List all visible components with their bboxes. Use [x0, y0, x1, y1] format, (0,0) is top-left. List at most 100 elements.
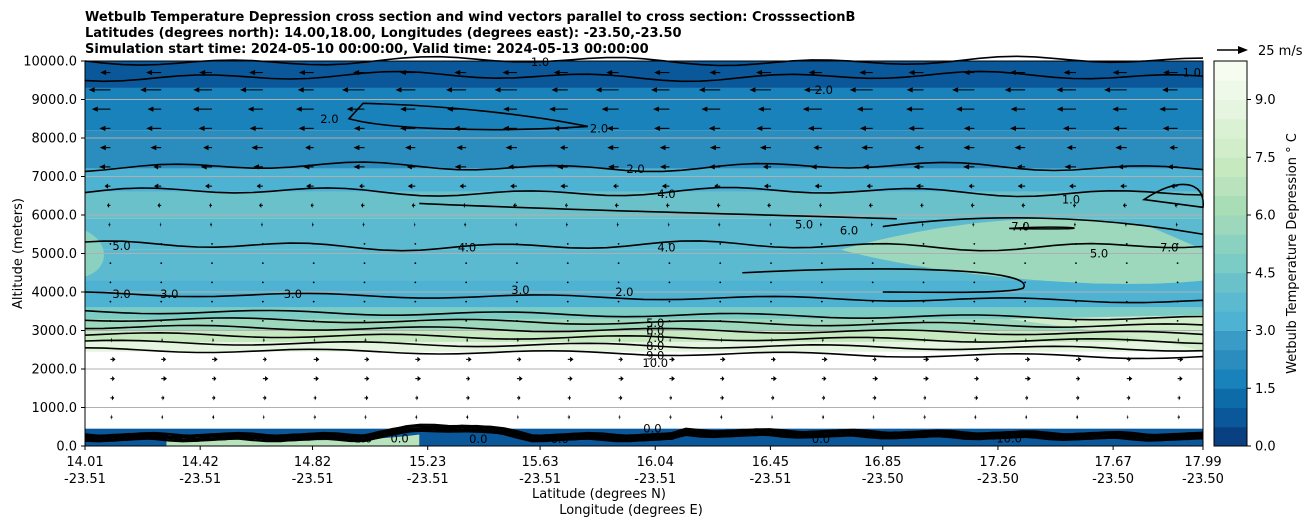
wind-vector [415, 414, 418, 420]
wind-vector [1075, 242, 1077, 245]
wind-vector-head [1178, 414, 1180, 420]
wind-vector-head [873, 337, 875, 343]
wind-vector [146, 69, 162, 76]
wind-vector [516, 337, 519, 343]
wind-vector [872, 337, 875, 343]
wind-vector [465, 262, 468, 265]
wind-vector [359, 183, 365, 189]
wind-vector-head [553, 69, 560, 76]
wind-vector-head [467, 414, 469, 420]
wind-vector [749, 87, 772, 93]
wind-vector-head [1010, 106, 1017, 112]
wind-vector [160, 262, 163, 265]
x-tick-label-lat: 15.63 [521, 455, 558, 470]
wind-vector [1075, 356, 1082, 362]
wind-vector [364, 414, 367, 420]
wind-vector [923, 337, 925, 343]
contour-label: 1.0 [531, 55, 549, 69]
wind-vector-head [415, 337, 417, 343]
wind-vector [110, 395, 115, 401]
wind-vector-head [88, 87, 95, 93]
wind-vector-head [1112, 106, 1119, 112]
wind-vector-head [159, 222, 161, 228]
wind-vector-head [859, 69, 866, 76]
wind-vector [974, 356, 980, 362]
wind-vector [211, 262, 213, 265]
contour-band [85, 307, 1203, 319]
wind-vector [516, 319, 518, 322]
wind-vector-head [513, 202, 516, 208]
wind-vector [1126, 414, 1129, 420]
wind-vector-head [1179, 356, 1184, 362]
wind-vector-head [560, 183, 565, 189]
x-tick-label-lon: -23.51 [519, 472, 561, 487]
wind-vector [503, 106, 517, 112]
wind-vector-head [1179, 376, 1183, 382]
wind-vector [618, 376, 624, 382]
wind-vector [1176, 319, 1179, 322]
wind-vector-head [651, 87, 658, 93]
wind-vector [261, 300, 264, 303]
wind-vector-head [861, 145, 868, 151]
wind-vector [618, 395, 623, 401]
wind-vector-head [814, 183, 819, 189]
colorbar-segment [1214, 388, 1247, 408]
wind-vector [1176, 281, 1179, 284]
wind-vector-head [807, 125, 814, 131]
wind-vector [510, 183, 517, 189]
wind-vector [212, 356, 218, 362]
wind-vector [413, 222, 416, 228]
contour-label: 5.0 [795, 218, 813, 232]
wind-vector [211, 300, 213, 303]
wind-vector [1010, 106, 1026, 112]
wind-vector-head [341, 87, 348, 93]
wind-vector [261, 222, 263, 228]
wind-vector-head [1027, 356, 1031, 362]
wind-vector-head [239, 87, 246, 93]
wind-vector-head [162, 395, 165, 401]
wind-vector [923, 356, 930, 362]
wind-vector [1073, 202, 1076, 208]
wind-vector-head [873, 414, 875, 420]
wind-vector-head [1112, 69, 1119, 76]
wind-vector-head [445, 87, 452, 93]
wind-vector [770, 242, 772, 245]
wind-vector-head [193, 87, 200, 93]
wind-vector [556, 164, 568, 170]
contour-label: 3.0 [511, 283, 529, 297]
wind-vector [906, 106, 924, 112]
wind-vector-head [565, 202, 567, 208]
wind-vector-head [823, 395, 826, 401]
wind-vector [668, 300, 671, 303]
wind-vector-head [1066, 145, 1073, 151]
wind-vector [407, 183, 416, 189]
wind-vector [360, 202, 365, 208]
colorbar-label: Wetbulb Temperature Depression ° C [1285, 133, 1300, 374]
wind-vector [720, 395, 724, 401]
wind-vector [868, 202, 873, 208]
wind-vector [353, 145, 365, 151]
wind-vector [814, 183, 822, 189]
wind-vector-head [921, 222, 923, 228]
wind-vector-head [146, 125, 153, 131]
wind-vector [1126, 376, 1133, 382]
contour-line [84, 55, 1204, 67]
wind-vector-head [459, 183, 464, 189]
wind-vector [1021, 202, 1026, 208]
wind-vector-head [210, 222, 212, 228]
wind-vector [1066, 145, 1076, 151]
wind-vector-head [671, 356, 675, 362]
wind-vector [708, 164, 721, 170]
wind-vector [970, 202, 975, 208]
wind-vector [199, 69, 213, 76]
colorbar-segment [1214, 292, 1247, 312]
wind-vector-head [494, 87, 501, 93]
wind-vector [1177, 376, 1183, 382]
wind-vector [364, 395, 369, 401]
wind-vector [200, 164, 213, 170]
contour-line [84, 317, 1204, 329]
wind-vector [1069, 183, 1076, 189]
plot-area: 1.02.02.02.02.04.04.0 4.05.05.05.06.03.0 3… [84, 55, 1204, 447]
wind-vector [808, 69, 822, 76]
wind-vector-head [874, 356, 877, 362]
